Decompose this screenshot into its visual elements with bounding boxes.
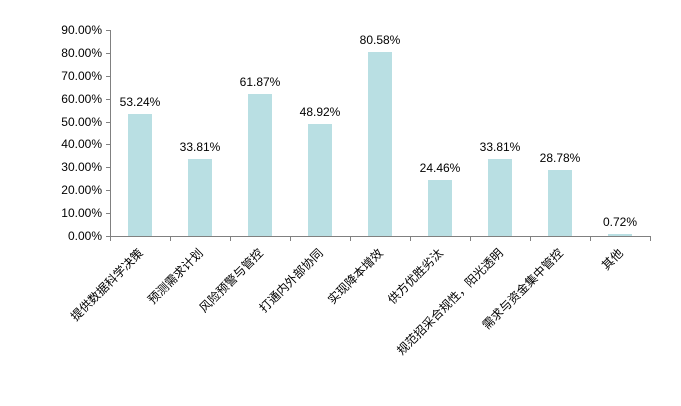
x-axis-tick [470,237,471,241]
x-axis-tick [530,237,531,241]
x-axis-tick [410,237,411,241]
y-axis-line [110,30,111,236]
y-axis-tick [106,167,110,169]
y-axis-tick-label: 10.00% [61,206,102,221]
x-axis-tick [170,237,171,241]
x-category-label: 打通内外部协同 [256,246,326,316]
x-axis-tick [350,237,351,241]
bar [428,180,452,236]
x-category-label: 预测需求计划 [145,246,206,307]
bar-data-label: 61.87% [239,75,281,89]
x-category-label: 供方优胜劣汰 [385,246,446,307]
x-axis-tick [290,237,291,241]
x-axis-line [110,236,651,237]
x-axis-tick [650,237,651,241]
x-axis-tick [230,237,231,241]
y-axis-tick-label: 80.00% [61,45,102,60]
bar-data-label: 33.81% [479,140,521,154]
y-axis-tick [106,121,110,123]
y-axis-tick-label: 40.00% [61,137,102,152]
y-axis-tick [106,52,110,54]
bar [128,114,152,236]
x-category-label: 需求与资金集中管控 [479,246,566,333]
y-axis-tick-label: 70.00% [61,68,102,83]
y-axis-tick [106,144,110,146]
y-axis-tick [106,75,110,77]
y-axis-tick-label: 50.00% [61,114,102,129]
x-axis-tick [590,237,591,241]
x-category-label: 规范招采合规性，阳光透明 [394,246,506,358]
bar [548,170,572,236]
bar [188,159,212,236]
x-category-label: 提供数据科学决策 [68,246,146,324]
y-axis-tick [106,236,110,237]
y-axis-tick [106,213,110,215]
bar [308,124,332,236]
bar-data-label: 80.58% [359,33,401,47]
x-category-label: 实现降本增效 [325,246,386,307]
y-axis-tick [106,190,110,192]
bar-data-label: 0.72% [602,215,638,229]
bar-data-label: 24.46% [419,161,461,175]
bar [608,234,632,236]
x-axis-tick [110,237,111,241]
bar-data-label: 48.92% [299,105,341,119]
y-axis-tick-label: 30.00% [61,160,102,175]
bar-data-label: 33.81% [179,140,221,154]
x-category-label: 风险预警与管控 [196,246,266,316]
x-category-label: 其他 [599,246,626,273]
y-axis-tick [106,30,110,31]
bar-data-label: 28.78% [539,151,581,165]
bar [488,159,512,236]
y-axis-tick-label: 0.00% [67,229,102,243]
bar [368,52,392,236]
bar [248,94,272,236]
y-axis-tick-label: 60.00% [61,91,102,106]
y-axis-tick-label: 20.00% [61,183,102,198]
bar-data-label: 53.24% [119,95,161,109]
y-axis-tick [106,98,110,100]
y-axis-tick-label: 90.00% [61,23,102,37]
